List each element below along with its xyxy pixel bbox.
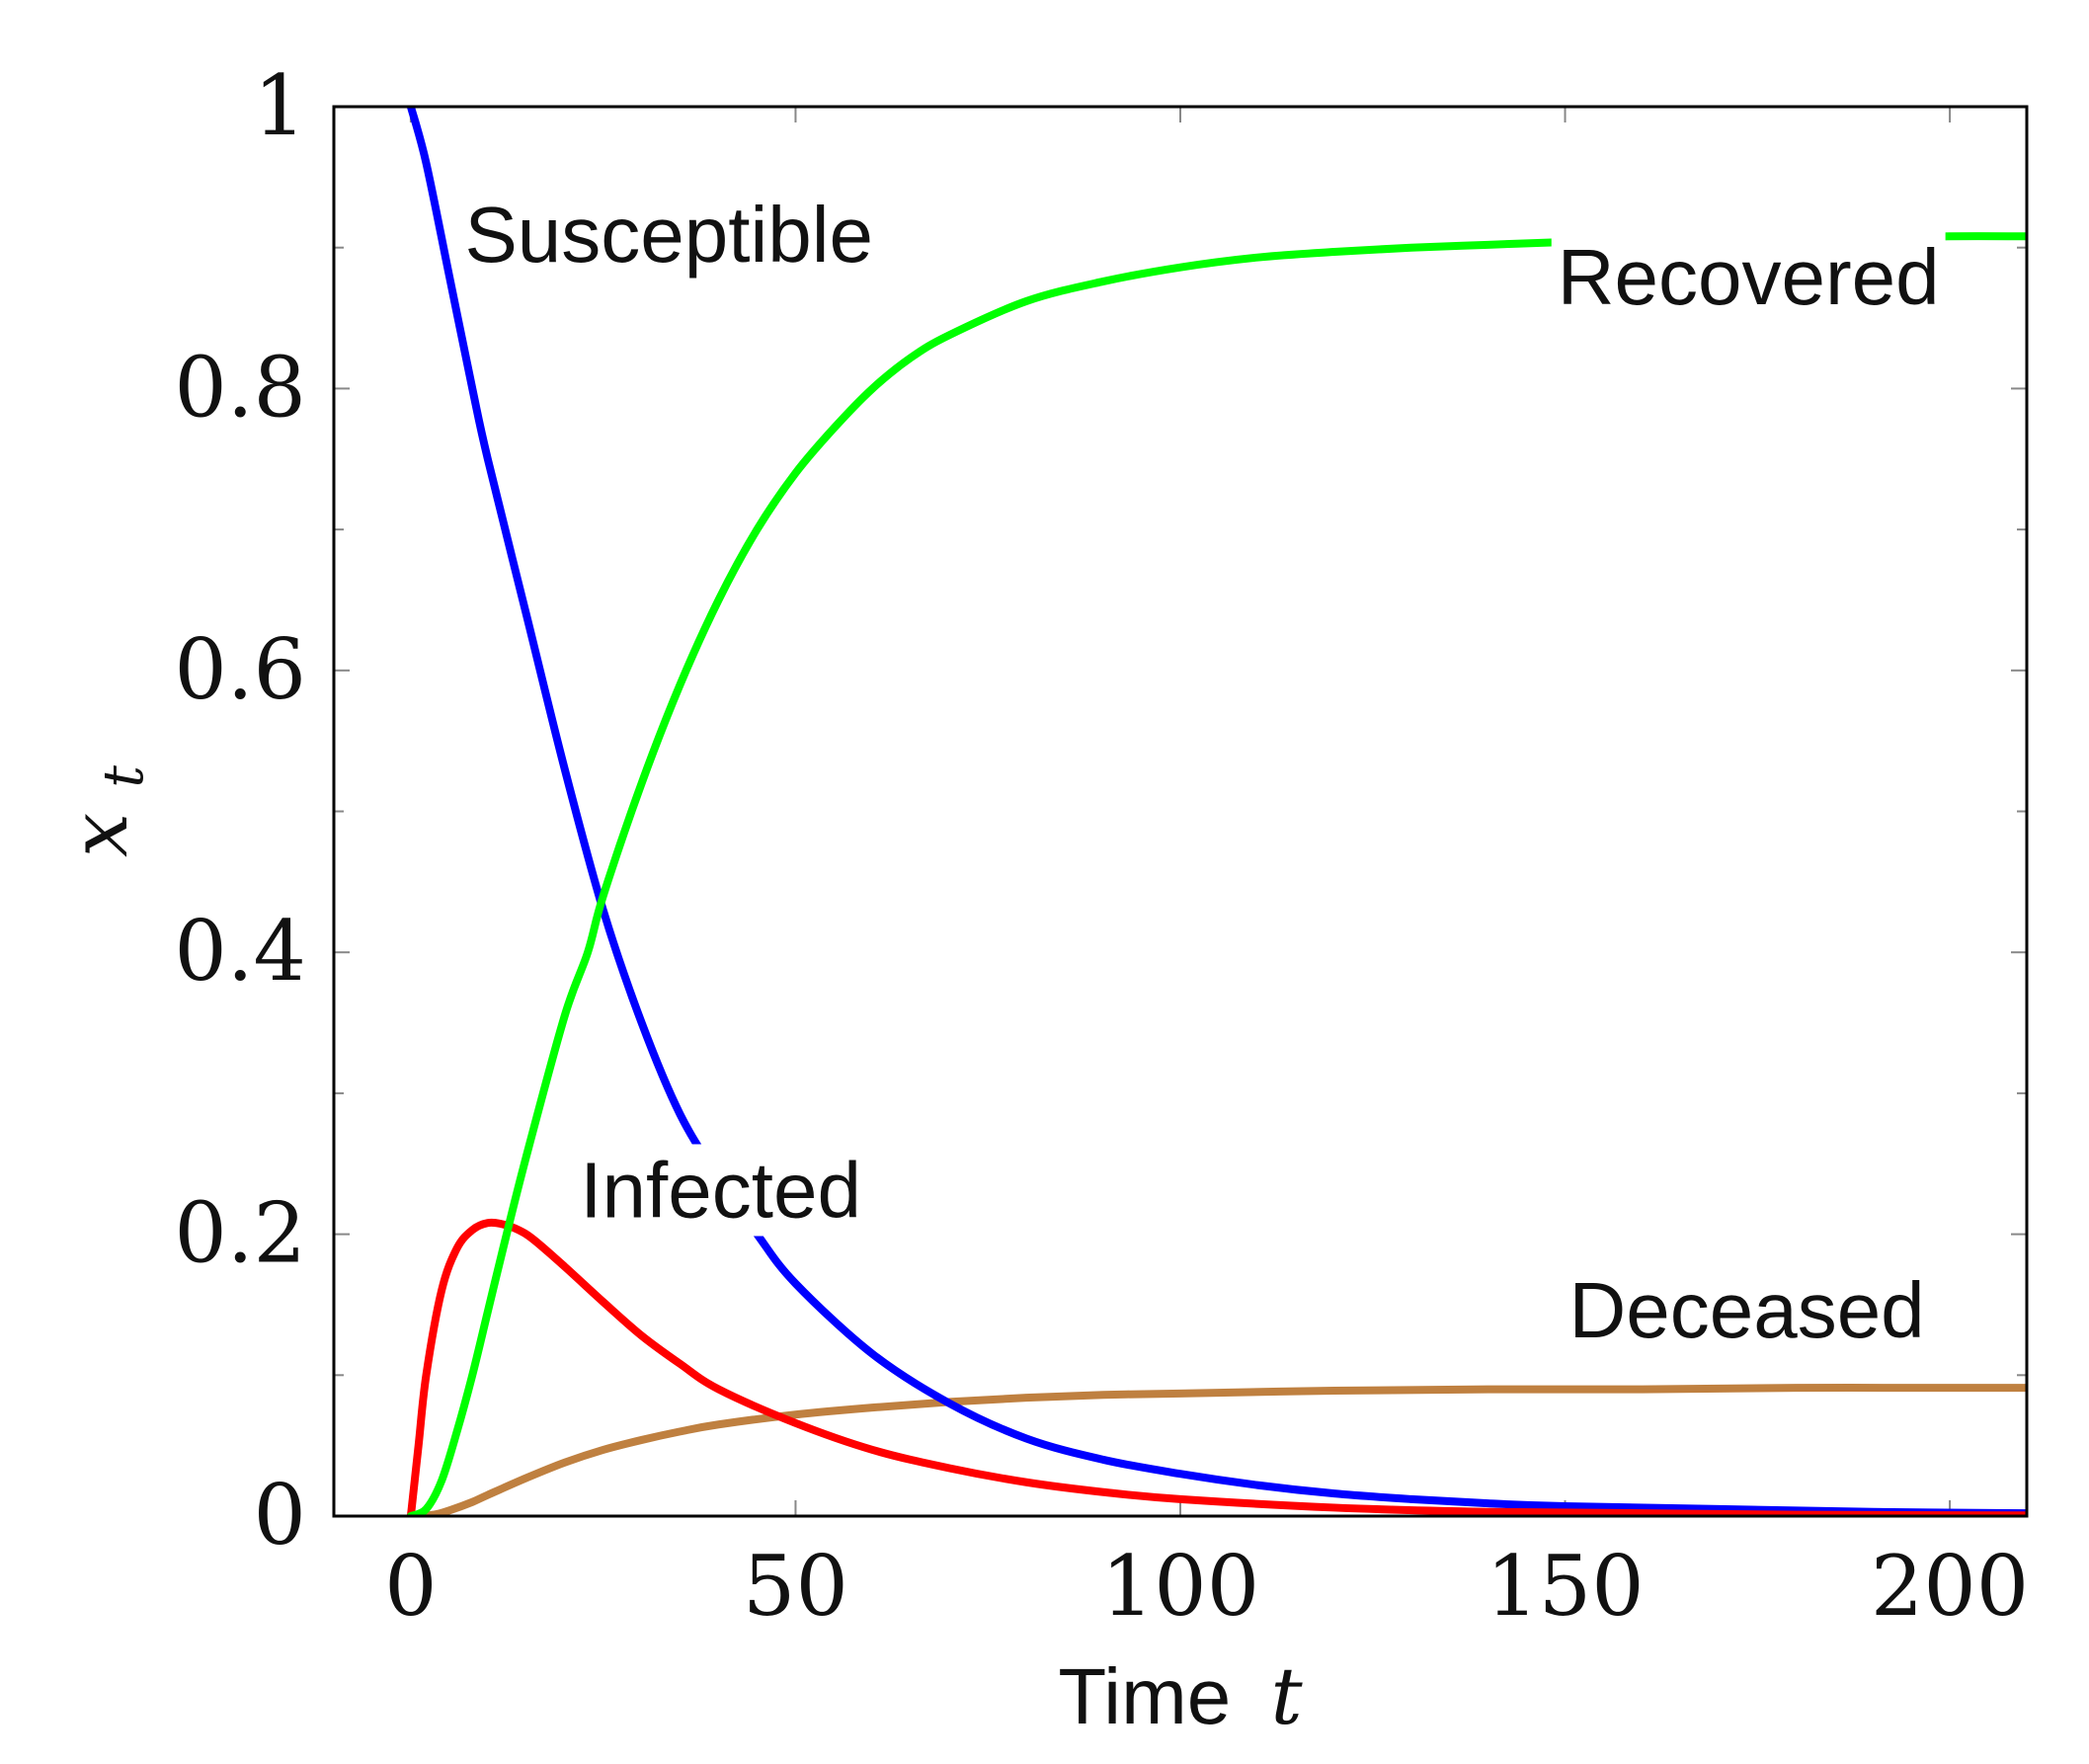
x-tick-label: 100 bbox=[1101, 1538, 1259, 1635]
x-axis-title: Time t bbox=[1058, 1650, 1303, 1742]
y-tick-label: 1 bbox=[254, 57, 306, 154]
series-label-background bbox=[1563, 1263, 1931, 1356]
series-line-infected bbox=[406, 1218, 2027, 1516]
y-axis-title-sub: t bbox=[92, 764, 156, 787]
series-label-background bbox=[1551, 230, 1946, 323]
plot-frame bbox=[332, 105, 2029, 1518]
y-axis-title: x t bbox=[53, 764, 156, 857]
y-axis-title-base: x bbox=[53, 813, 145, 857]
x-axis-title-var: t bbox=[1270, 1650, 1303, 1742]
x-tick-label: 50 bbox=[743, 1538, 848, 1635]
labels-layer: 0 50 100 150 200 0 0.2 0.4 0.6 0.8 1 bbox=[174, 57, 2029, 1635]
y-tick-label: 0.8 bbox=[174, 339, 306, 436]
series-line-susceptible bbox=[406, 107, 2027, 1516]
y-tick-label: 0.2 bbox=[174, 1185, 306, 1282]
series-label-background bbox=[458, 188, 880, 281]
series-label-infected: Infected bbox=[580, 1146, 861, 1234]
x-tick-label: 200 bbox=[1871, 1538, 2029, 1635]
series-line-deceased bbox=[406, 1384, 2027, 1516]
y-tick-label: 0.6 bbox=[174, 621, 306, 718]
x-axis-title-text: Time bbox=[1058, 1652, 1231, 1740]
y-tick-label: 0 bbox=[254, 1467, 306, 1564]
series-label-deceased: Deceased bbox=[1568, 1266, 1924, 1354]
x-tick-label: 0 bbox=[384, 1538, 437, 1635]
x-tick-label: 150 bbox=[1486, 1538, 1644, 1635]
y-tick-label: 0.4 bbox=[174, 903, 306, 1000]
series-label-susceptible: Susceptible bbox=[464, 191, 873, 279]
series-label-background bbox=[574, 1144, 867, 1237]
annotation-layer: Susceptible Recovered Infected Deceased bbox=[458, 188, 1946, 1356]
series-label-recovered: Recovered bbox=[1558, 233, 1940, 321]
